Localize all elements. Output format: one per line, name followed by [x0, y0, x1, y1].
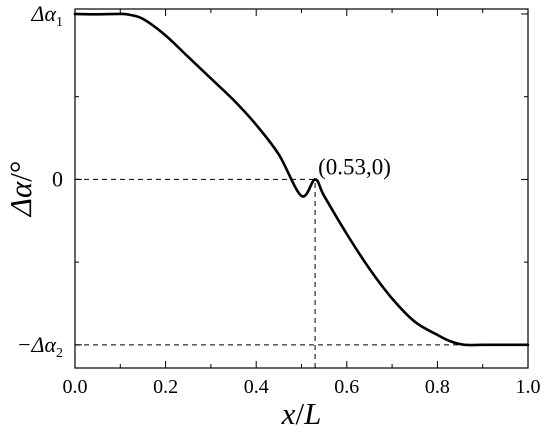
- axis-ticks: [74, 9, 529, 368]
- x-tick-label: 0.4: [244, 376, 269, 398]
- y-tick-labels: Δα1 0 −Δα2: [17, 1, 63, 361]
- annotation-label: (0.53,0): [318, 154, 391, 179]
- x-tick-label: 0.6: [334, 376, 359, 398]
- x-tick-labels: 0.0 0.2 0.4 0.6 0.8 1.0: [63, 376, 541, 398]
- y-tick-label: 0: [52, 166, 63, 191]
- y-tick-label: −Δα2: [17, 332, 63, 361]
- y-tick-label: Δα1: [31, 1, 63, 30]
- y-axis-label: Δα/°: [3, 161, 38, 218]
- guide-lines: [75, 178, 528, 368]
- x-tick-label: 1.0: [516, 376, 541, 398]
- x-tick-label: 0.0: [63, 376, 88, 398]
- series-line: [73, 12, 530, 347]
- plot-frame: [74, 8, 529, 369]
- x-axis-label: x/L: [281, 396, 322, 431]
- x-tick-label: 0.8: [425, 376, 450, 398]
- x-tick-label: 0.2: [153, 376, 178, 398]
